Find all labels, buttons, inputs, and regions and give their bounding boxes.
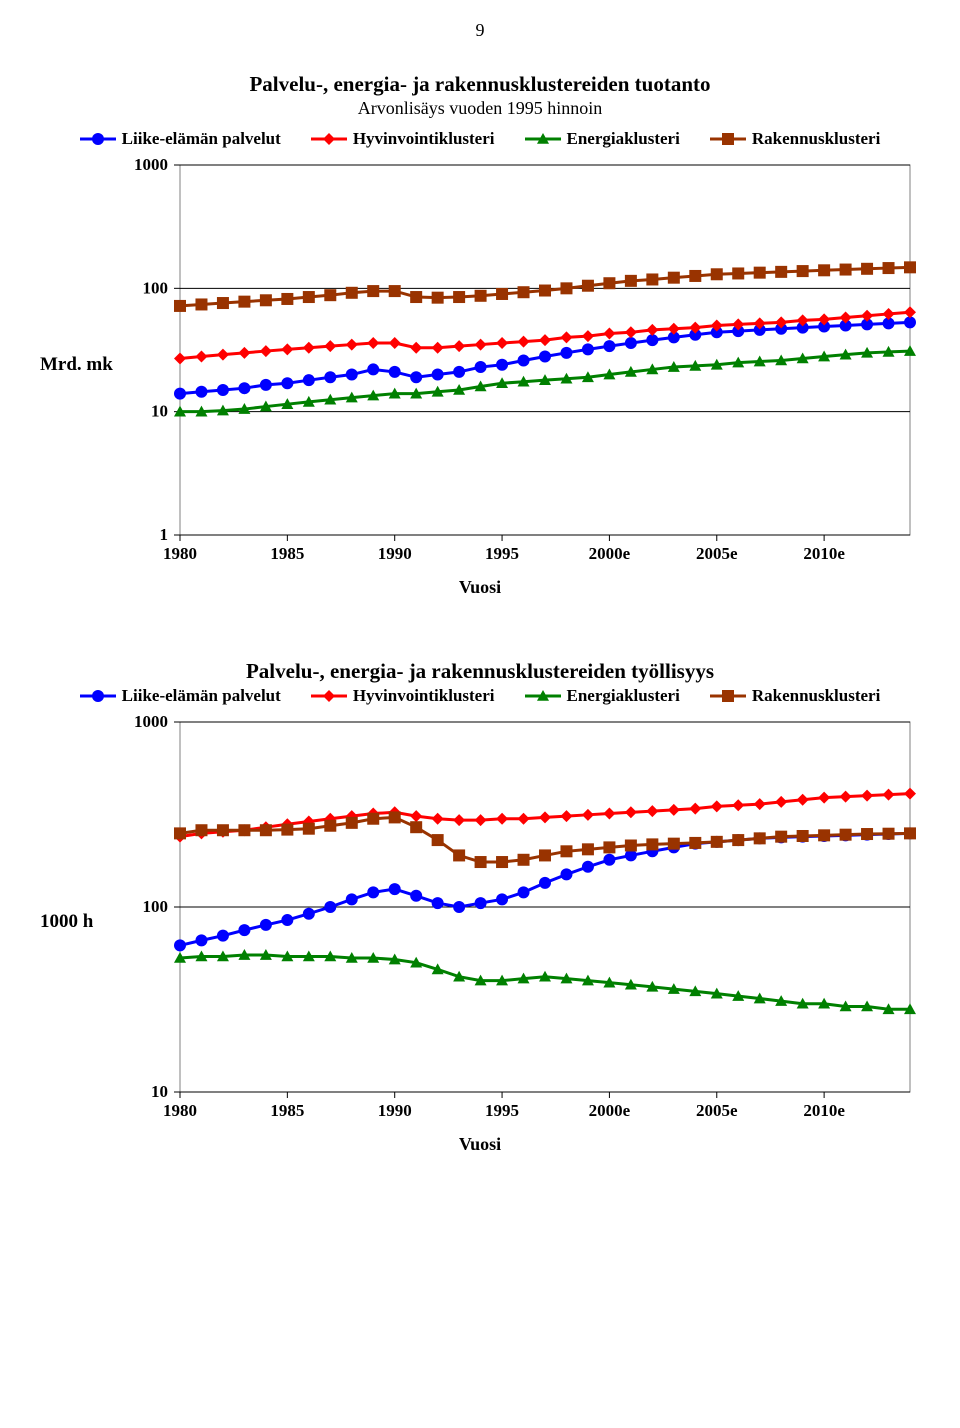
chart-2: Palvelu-, energia- ja rakennusklustereid… — [40, 658, 920, 1154]
chart-1-y-label: Mrd. mk — [40, 354, 120, 376]
svg-text:2000e: 2000e — [589, 544, 631, 563]
chart-1-subtitle: Arvonlisäys vuoden 1995 hinnoin — [40, 98, 920, 119]
legend-label: Hyvinvointiklusteri — [353, 686, 495, 706]
svg-text:2010e: 2010e — [803, 1101, 845, 1120]
legend-label: Liike-elämän palvelut — [122, 686, 281, 706]
chart-2-legend: Liike-elämän palvelut Hyvinvointikluster… — [40, 686, 920, 706]
chart-2-title: Palvelu-, energia- ja rakennusklustereid… — [40, 658, 920, 685]
page: 9 Palvelu-, energia- ja rakennusklustere… — [0, 0, 960, 1255]
legend-item: Liike-elämän palvelut — [80, 129, 281, 149]
legend-swatch — [311, 689, 347, 703]
chart-1: Palvelu-, energia- ja rakennusklustereid… — [40, 71, 920, 598]
legend-item: Hyvinvointiklusteri — [311, 129, 495, 149]
legend-item: Hyvinvointiklusteri — [311, 686, 495, 706]
legend-label: Liike-elämän palvelut — [122, 129, 281, 149]
legend-item: Energiaklusteri — [525, 129, 680, 149]
legend-swatch — [80, 132, 116, 146]
svg-text:100: 100 — [143, 897, 169, 916]
page-number: 9 — [0, 20, 960, 41]
legend-item: Rakennusklusteri — [710, 686, 880, 706]
chart-1-x-label: Vuosi — [40, 577, 920, 598]
legend-label: Rakennusklusteri — [752, 686, 880, 706]
legend-swatch — [525, 132, 561, 146]
legend-item: Rakennusklusteri — [710, 129, 880, 149]
legend-swatch — [710, 689, 746, 703]
svg-text:1000: 1000 — [134, 155, 168, 174]
legend-item: Energiaklusteri — [525, 686, 680, 706]
legend-swatch — [80, 689, 116, 703]
svg-text:2005e: 2005e — [696, 1101, 738, 1120]
svg-text:1990: 1990 — [378, 1101, 412, 1120]
svg-text:1985: 1985 — [270, 1101, 304, 1120]
chart-2-y-label: 1000 h — [40, 911, 120, 933]
legend-swatch — [525, 689, 561, 703]
svg-text:1980: 1980 — [163, 544, 197, 563]
legend-swatch — [710, 132, 746, 146]
svg-text:10: 10 — [151, 1082, 168, 1101]
svg-text:1995: 1995 — [485, 544, 519, 563]
legend-label: Rakennusklusteri — [752, 129, 880, 149]
legend-item: Liike-elämän palvelut — [80, 686, 281, 706]
chart-1-legend: Liike-elämän palvelut Hyvinvointikluster… — [40, 129, 920, 149]
svg-text:2005e: 2005e — [696, 544, 738, 563]
svg-text:1: 1 — [160, 525, 169, 544]
svg-text:1985: 1985 — [270, 544, 304, 563]
chart-1-svg: 1980 1985 1990 1995 2000e 2005e 2010e 1 10 100 100… — [120, 155, 920, 575]
svg-text:10: 10 — [151, 402, 168, 421]
chart-2-svg: 1980 1985 1990 1995 2000e 2005e 2010e 10 100 1000 — [120, 712, 920, 1132]
legend-label: Hyvinvointiklusteri — [353, 129, 495, 149]
legend-swatch — [311, 132, 347, 146]
legend-label: Energiaklusteri — [567, 686, 680, 706]
chart-1-title: Palvelu-, energia- ja rakennusklustereid… — [40, 71, 920, 98]
svg-text:1980: 1980 — [163, 1101, 197, 1120]
legend-label: Energiaklusteri — [567, 129, 680, 149]
chart-2-x-label: Vuosi — [40, 1134, 920, 1155]
svg-text:1995: 1995 — [485, 1101, 519, 1120]
svg-text:1000: 1000 — [134, 712, 168, 731]
svg-text:1990: 1990 — [378, 544, 412, 563]
svg-text:2000e: 2000e — [589, 1101, 631, 1120]
svg-text:100: 100 — [143, 279, 169, 298]
svg-text:2010e: 2010e — [803, 544, 845, 563]
